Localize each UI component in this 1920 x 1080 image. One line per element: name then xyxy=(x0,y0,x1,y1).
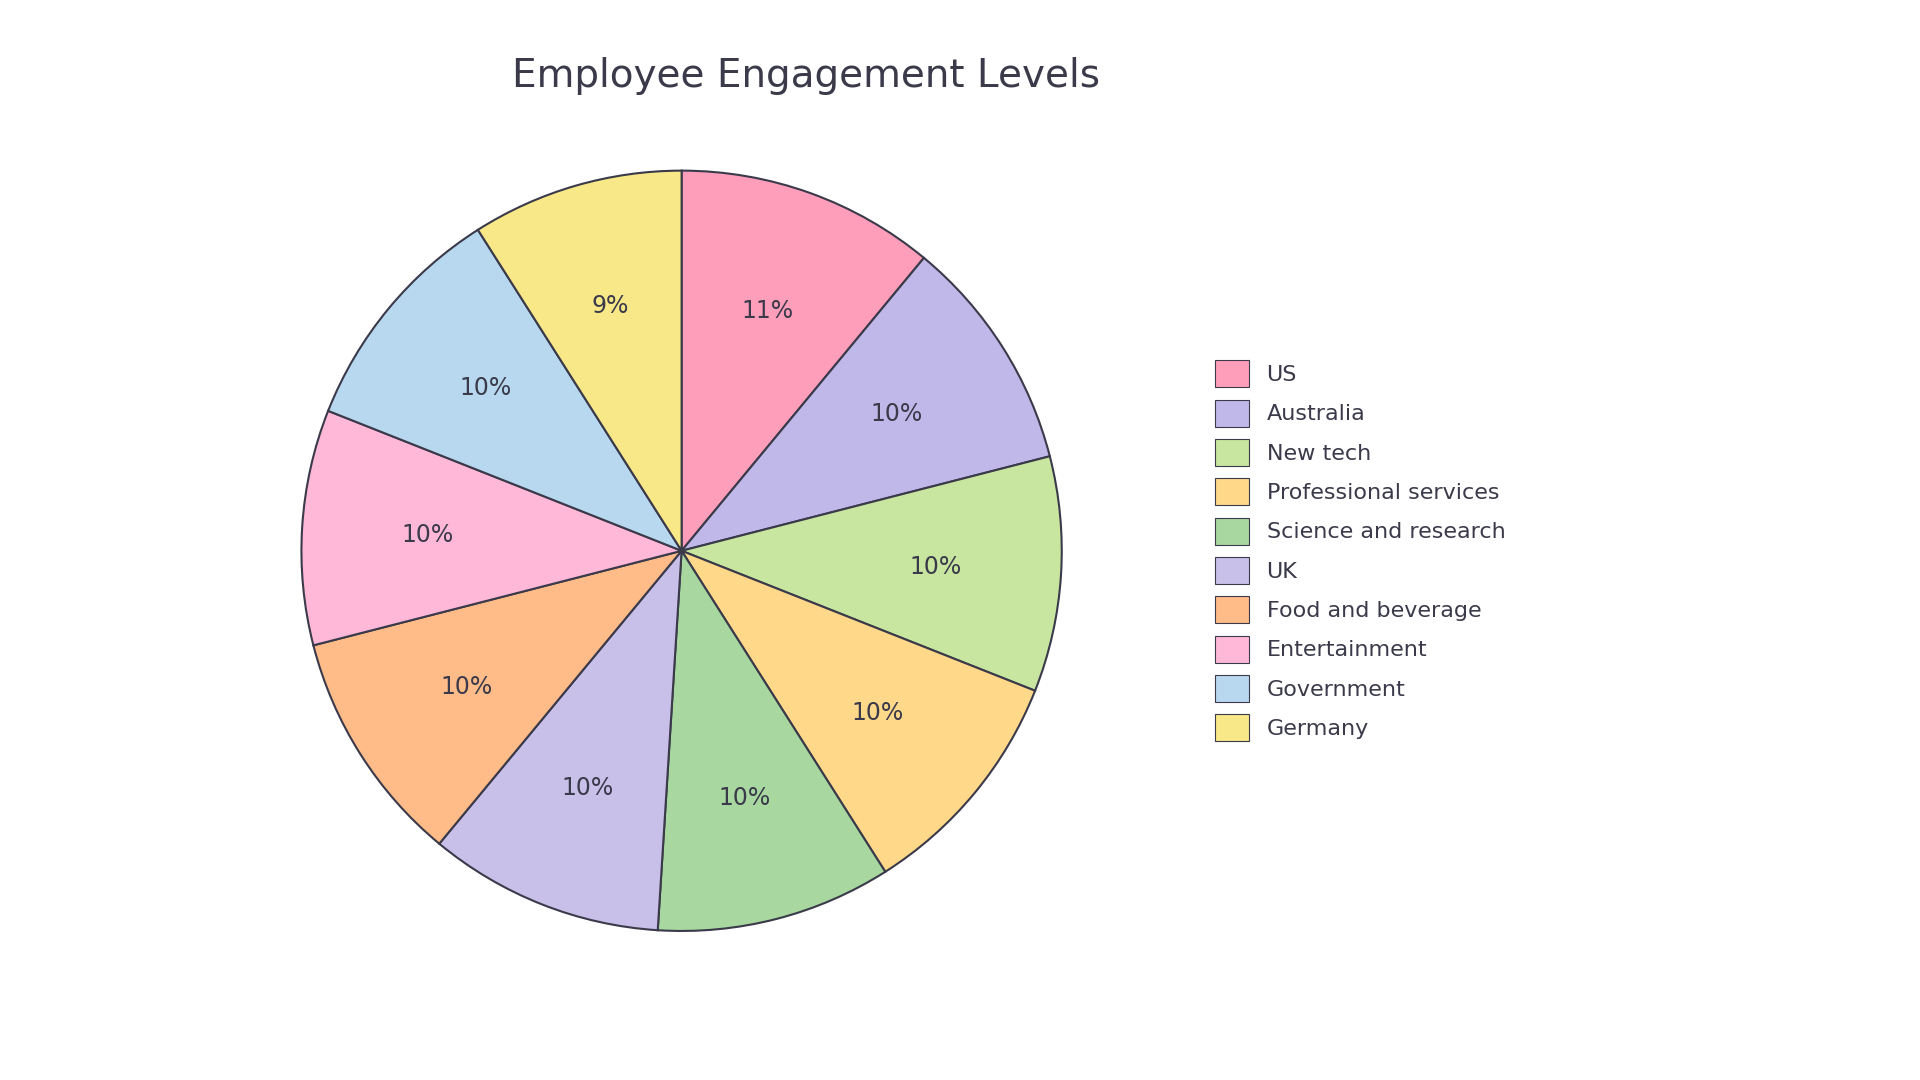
Wedge shape xyxy=(478,171,682,551)
Text: 10%: 10% xyxy=(718,785,772,810)
Text: Employee Engagement Levels: Employee Engagement Levels xyxy=(513,56,1100,95)
Wedge shape xyxy=(659,551,885,931)
Wedge shape xyxy=(682,258,1050,551)
Text: 10%: 10% xyxy=(870,403,924,427)
Wedge shape xyxy=(682,551,1035,872)
Wedge shape xyxy=(682,456,1062,691)
Text: 10%: 10% xyxy=(440,675,493,699)
Text: 10%: 10% xyxy=(852,701,904,725)
Text: 11%: 11% xyxy=(741,299,795,323)
Wedge shape xyxy=(440,551,682,930)
Text: 10%: 10% xyxy=(563,775,614,799)
Text: 9%: 9% xyxy=(591,294,630,319)
Text: 10%: 10% xyxy=(459,377,511,401)
Wedge shape xyxy=(313,551,682,843)
Text: 10%: 10% xyxy=(401,523,453,546)
Wedge shape xyxy=(328,230,682,551)
Text: 10%: 10% xyxy=(910,555,962,579)
Wedge shape xyxy=(682,171,924,551)
Wedge shape xyxy=(301,410,682,646)
Legend: US, Australia, New tech, Professional services, Science and research, UK, Food a: US, Australia, New tech, Professional se… xyxy=(1215,361,1505,741)
